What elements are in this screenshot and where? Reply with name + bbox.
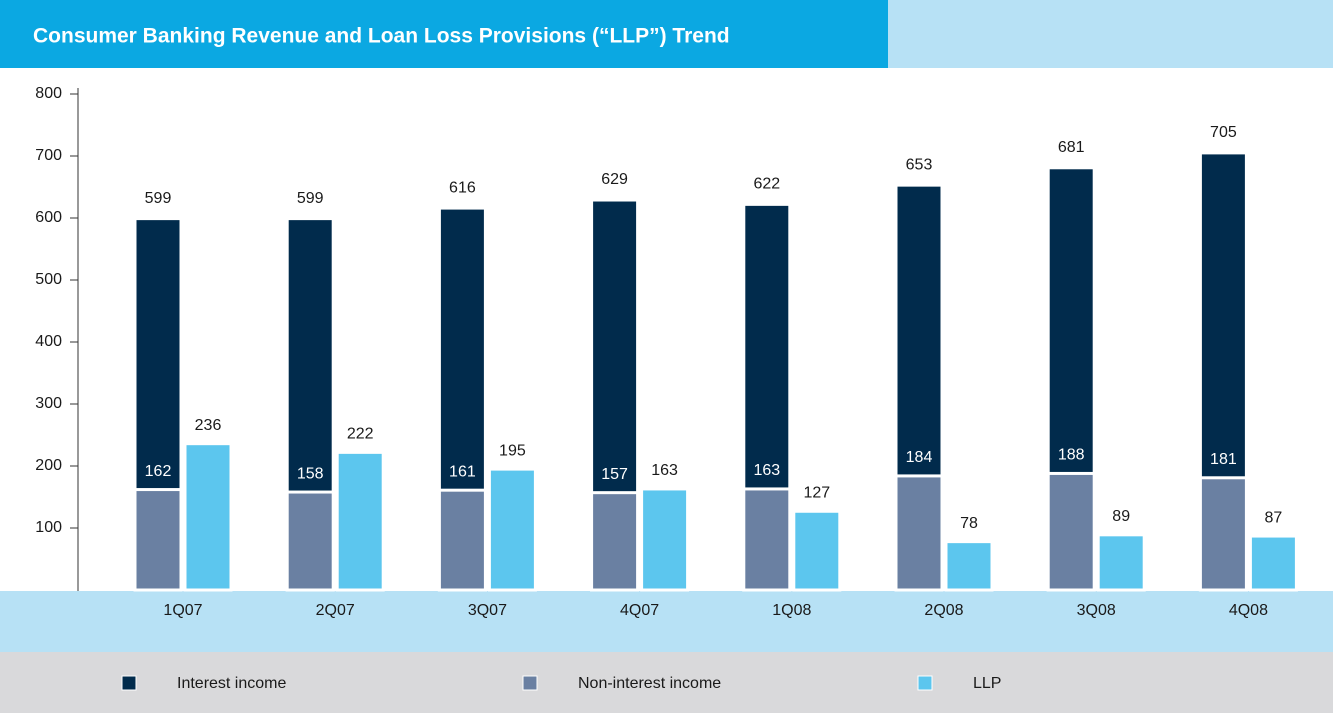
value-label: 653 bbox=[906, 156, 933, 173]
legend-band bbox=[0, 652, 1333, 713]
legend-swatch bbox=[917, 675, 933, 691]
x-tick-label: 3Q07 bbox=[468, 602, 507, 619]
bar bbox=[487, 467, 537, 592]
y-tick-label: 300 bbox=[35, 395, 62, 412]
y-tick-label: 100 bbox=[35, 519, 62, 536]
y-tick-label: 800 bbox=[35, 85, 62, 102]
bar bbox=[183, 442, 233, 592]
legend-swatch bbox=[121, 675, 137, 691]
value-label: 184 bbox=[906, 449, 933, 466]
title-bar-extension bbox=[888, 0, 1333, 68]
y-tick-label: 400 bbox=[35, 333, 62, 350]
value-label: 163 bbox=[651, 462, 678, 479]
value-label: 163 bbox=[753, 462, 780, 479]
y-tick-label: 200 bbox=[35, 457, 62, 474]
bar bbox=[285, 490, 335, 592]
bar bbox=[944, 540, 994, 592]
y-tick-label: 600 bbox=[35, 209, 62, 226]
value-label: 162 bbox=[145, 463, 172, 480]
bar bbox=[590, 491, 640, 592]
legend-label: LLP bbox=[973, 675, 1001, 692]
value-label: 629 bbox=[601, 171, 628, 188]
value-label: 127 bbox=[803, 484, 830, 501]
bar bbox=[437, 488, 487, 592]
value-label: 236 bbox=[195, 417, 222, 434]
bar bbox=[133, 488, 183, 592]
title-bar bbox=[0, 0, 888, 68]
y-tick-label: 700 bbox=[35, 147, 62, 164]
value-label: 599 bbox=[297, 190, 324, 207]
bar bbox=[1096, 533, 1146, 592]
bar bbox=[1248, 534, 1298, 592]
bar bbox=[742, 487, 792, 592]
chart-title: Consumer Banking Revenue and Loan Loss P… bbox=[33, 25, 730, 48]
bar bbox=[894, 474, 944, 592]
value-label: 89 bbox=[1112, 508, 1130, 525]
value-label: 157 bbox=[601, 466, 628, 483]
bar bbox=[1198, 476, 1248, 592]
x-tick-label: 4Q08 bbox=[1229, 602, 1268, 619]
x-tick-label: 4Q07 bbox=[620, 602, 659, 619]
value-label: 78 bbox=[960, 515, 978, 532]
legend-label: Interest income bbox=[177, 675, 286, 692]
value-label: 158 bbox=[297, 465, 324, 482]
bar bbox=[640, 487, 690, 592]
value-label: 616 bbox=[449, 179, 476, 196]
x-tick-label: 2Q08 bbox=[924, 602, 963, 619]
value-label: 188 bbox=[1058, 447, 1085, 464]
category-band bbox=[0, 591, 1333, 652]
value-label: 161 bbox=[449, 463, 476, 480]
value-label: 681 bbox=[1058, 139, 1085, 156]
x-tick-label: 1Q07 bbox=[163, 602, 202, 619]
x-tick-label: 1Q08 bbox=[772, 602, 811, 619]
legend-label: Non-interest income bbox=[578, 675, 721, 692]
value-label: 222 bbox=[347, 426, 374, 443]
value-label: 622 bbox=[753, 176, 780, 193]
value-label: 705 bbox=[1210, 124, 1237, 141]
y-tick-label: 500 bbox=[35, 271, 62, 288]
value-label: 87 bbox=[1265, 509, 1283, 526]
bar bbox=[1046, 471, 1096, 592]
legend-swatch bbox=[522, 675, 538, 691]
x-tick-label: 3Q08 bbox=[1077, 602, 1116, 619]
x-tick-label: 2Q07 bbox=[316, 602, 355, 619]
bar bbox=[792, 509, 842, 592]
value-label: 599 bbox=[145, 190, 172, 207]
value-label: 195 bbox=[499, 442, 526, 459]
value-label: 181 bbox=[1210, 451, 1237, 468]
bar bbox=[335, 450, 385, 592]
